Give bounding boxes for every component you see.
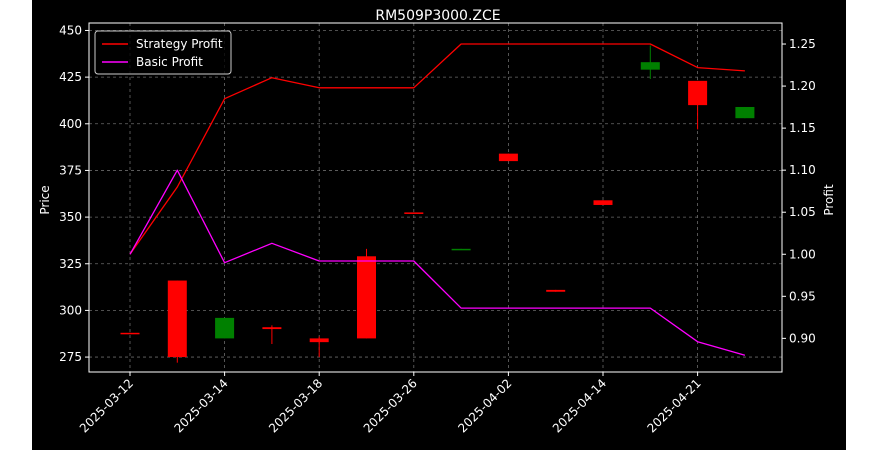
- basic-profit-line: [129, 169, 746, 356]
- candle-body: [640, 62, 660, 70]
- candle-body: [215, 317, 235, 339]
- candle-body: [120, 332, 140, 335]
- legend-strategy-label: Strategy Profit: [136, 37, 223, 51]
- x-tick-label: 2025-03-18: [266, 376, 325, 435]
- right-tick-label: 0.95: [789, 289, 816, 303]
- candle-body: [593, 200, 613, 205]
- legend: Strategy Profit Basic Profit: [94, 30, 232, 75]
- chart-title: RM509P3000.ZCE: [375, 8, 500, 24]
- candle-body: [404, 212, 424, 214]
- candle-body: [451, 248, 471, 251]
- x-axis-ticks: 2025-03-12 2025-03-14 2025-03-18 2025-03-26…: [77, 372, 704, 435]
- candle-body: [357, 256, 376, 339]
- chart-figure: RM509P3000.ZCE 275 300 325 350 375 400 425 450 …: [32, 0, 846, 450]
- x-tick-label: 2025-04-14: [550, 376, 609, 435]
- right-tick-label: 1.15: [789, 121, 816, 135]
- grid: [89, 23, 782, 372]
- x-tick-label: 2025-03-14: [172, 376, 231, 435]
- left-tick-label: 275: [59, 350, 82, 364]
- candle-body: [546, 289, 566, 292]
- candle-body: [498, 153, 518, 162]
- x-tick-label: 2025-03-12: [77, 376, 136, 435]
- right-axis-label: Profit: [822, 184, 836, 216]
- right-tick-label: 1.00: [789, 247, 816, 261]
- profit-lines: [129, 43, 746, 356]
- legend-box: [94, 30, 232, 75]
- right-axis-ticks: 0.90 0.95 1.00 1.05 1.10 1.15 1.20 1.25: [782, 37, 816, 345]
- candlestick-chart: RM509P3000.ZCE 275300325350375400425450 …: [38, 8, 836, 435]
- x-tick-label: 2025-04-02: [455, 376, 514, 435]
- left-tick-label: 450: [59, 23, 82, 37]
- candles: [120, 45, 755, 363]
- right-tick-label: 1.10: [789, 163, 816, 177]
- candle-body: [262, 327, 282, 330]
- left-tick-label: 350: [59, 210, 82, 224]
- candle-body: [688, 80, 708, 106]
- left-tick-label: 425: [59, 70, 82, 84]
- strategy-profit-line: [129, 43, 745, 255]
- candle-body: [309, 338, 329, 343]
- candle-body: [735, 106, 755, 119]
- plot-frame: [88, 22, 783, 373]
- right-tick-label: 1.05: [789, 205, 816, 219]
- right-tick-label: 0.90: [789, 331, 816, 345]
- left-axis-label: Price: [38, 185, 52, 214]
- candle-body: [167, 280, 187, 358]
- right-tick-label: 1.25: [789, 37, 816, 51]
- x-tick-label: 2025-03-26: [361, 376, 420, 435]
- left-tick-label: 325: [59, 257, 82, 271]
- left-tick-label: 400: [59, 117, 82, 131]
- x-tick-label: 2025-04-21: [645, 376, 704, 435]
- left-tick-label: 375: [59, 163, 82, 177]
- left-axis-ticks: 275 300 325 350 375 400 425 450: [59, 23, 89, 364]
- left-tick-label: 300: [59, 303, 82, 317]
- right-tick-label: 1.20: [789, 79, 816, 93]
- legend-basic-label: Basic Profit: [136, 55, 203, 69]
